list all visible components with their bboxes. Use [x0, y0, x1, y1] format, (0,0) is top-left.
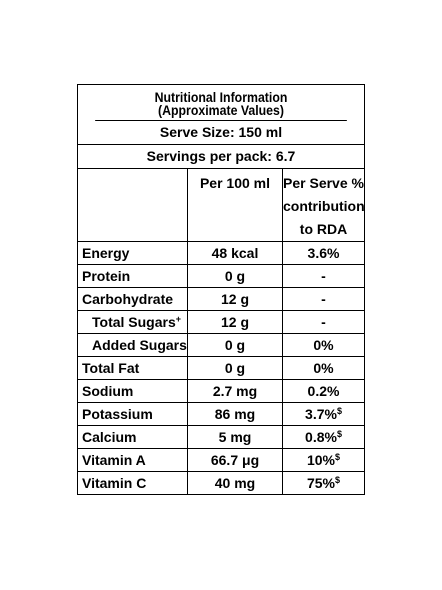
- per-serve-header-line-2: contribution: [283, 198, 365, 214]
- per-100ml-value: 0 g: [187, 264, 283, 288]
- per-100ml-value: 0 g: [187, 356, 283, 380]
- per-100ml-value: 12 g: [187, 287, 283, 311]
- rda-value: 10%$: [282, 448, 364, 472]
- per-100ml-value: 48 kcal: [187, 241, 283, 265]
- rda-value: -: [282, 287, 364, 311]
- per-serve-header: Per Serve % contribution to RDA: [282, 169, 365, 242]
- rda-value: -: [282, 264, 364, 288]
- footnote-mark: $: [335, 452, 341, 462]
- table-row: Total Sugars+ 12 g -: [78, 310, 364, 334]
- nutrient-name: Carbohydrate: [78, 287, 188, 311]
- rda-value: 3.6%: [282, 241, 364, 265]
- rda-value: 0%: [282, 333, 364, 357]
- nutrient-name: Vitamin C: [78, 471, 188, 494]
- servings-per-pack: Servings per pack: 6.7: [78, 145, 364, 169]
- nutrient-name: Energy: [78, 241, 188, 265]
- table-row: Vitamin A 66.7 μg 10%$: [78, 448, 364, 472]
- table-row: Vitamin C 40 mg 75%$: [78, 471, 364, 494]
- per-100ml-value: 86 mg: [187, 402, 283, 426]
- per-serve-header-line-1: Per Serve %: [283, 175, 364, 191]
- nutrient-name: Potassium: [78, 402, 188, 426]
- rda-value: 0%: [282, 356, 364, 380]
- nutrient-name: Total Sugars+: [78, 310, 188, 334]
- per-100ml-value: 5 mg: [187, 425, 283, 449]
- nutrient-name: Sodium: [78, 379, 188, 403]
- rda-value: 75%$: [282, 471, 364, 494]
- table-row: Potassium 86 mg 3.7%$: [78, 402, 364, 426]
- nutrient-name: Vitamin A: [78, 448, 188, 472]
- footnote-mark: +: [175, 314, 182, 324]
- nutrient-name: Total Fat: [78, 356, 188, 380]
- footnote-mark: $: [335, 475, 341, 485]
- per-100ml-value: 0 g: [187, 333, 283, 357]
- rda-value: 0.8%$: [282, 425, 364, 449]
- nutrient-name: Protein: [78, 264, 188, 288]
- per-serve-header-line-3: to RDA: [299, 221, 348, 237]
- table-row: Energy 48 kcal 3.6%: [78, 241, 364, 265]
- footnote-mark: $: [336, 429, 342, 439]
- table-row: Calcium 5 mg 0.8%$: [78, 425, 364, 449]
- nutrient-name: Calcium: [78, 425, 188, 449]
- nutrient-column-header: [78, 169, 188, 242]
- footnote-mark: $: [336, 406, 342, 416]
- nutrition-panel: Nutritional Information (Approximate Val…: [77, 84, 365, 495]
- serve-size: Serve Size: 150 ml: [78, 121, 364, 145]
- table-row: Total Fat 0 g 0%: [78, 356, 364, 380]
- nutrient-name: Added Sugars: [78, 333, 188, 357]
- per-100ml-value: 40 mg: [187, 471, 283, 494]
- per-100ml-value: 12 g: [187, 310, 283, 334]
- rda-value: 3.7%$: [282, 402, 364, 426]
- per-100ml-value: 2.7 mg: [187, 379, 283, 403]
- title-line-2: (Approximate Values): [158, 102, 284, 118]
- rda-value: -: [282, 310, 364, 334]
- panel-title: Nutritional Information (Approximate Val…: [95, 85, 347, 121]
- table-row: Carbohydrate 12 g -: [78, 287, 364, 311]
- title-line-1: Nutritional Information: [154, 89, 288, 105]
- nutrition-table: Per 100 ml Per Serve % contribution to R…: [78, 169, 365, 494]
- table-row: Added Sugars 0 g 0%: [78, 333, 364, 357]
- table-row: Protein 0 g -: [78, 264, 364, 288]
- per-100ml-value: 66.7 μg: [187, 448, 283, 472]
- table-header-row: Per 100 ml Per Serve % contribution to R…: [78, 169, 365, 242]
- rda-value: 0.2%: [282, 379, 364, 403]
- table-row: Sodium 2.7 mg 0.2%: [78, 379, 364, 403]
- per-100ml-header: Per 100 ml: [187, 169, 283, 242]
